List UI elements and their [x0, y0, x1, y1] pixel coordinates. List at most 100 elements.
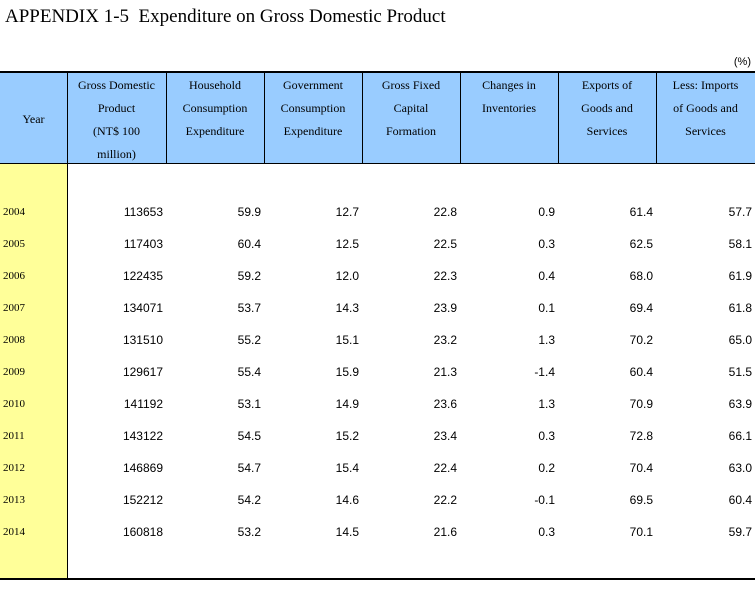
value-cell: 12.7: [335, 205, 359, 219]
value-cell: 143122: [122, 429, 163, 443]
value-cell: 14.3: [335, 301, 359, 315]
column-header: Year: [0, 73, 67, 163]
value-cell: 0.1: [538, 301, 555, 315]
value-cell: 15.4: [335, 461, 359, 475]
value-cell: 0.9: [538, 205, 555, 219]
column-divider: [67, 73, 68, 578]
value-cell: 113653: [123, 205, 163, 219]
value-cell: 122435: [122, 269, 163, 283]
year-cell: 2014: [3, 526, 25, 538]
column-header-line: Consumption: [280, 101, 346, 115]
year-cell: 2009: [3, 366, 25, 378]
column-header: Government Consumption Expenditure: [264, 73, 362, 163]
value-cell: 160818: [122, 525, 163, 539]
value-cell: 54.2: [237, 493, 261, 507]
value-cell: 63.9: [728, 397, 752, 411]
column-header-line: Consumption: [182, 101, 248, 115]
column-divider: [558, 73, 559, 163]
value-cell: 68.0: [629, 269, 653, 283]
value-cell: 141192: [123, 397, 163, 411]
value-cell: 22.5: [433, 237, 457, 251]
column-header-line: Goods and: [581, 101, 633, 115]
value-cell: 131510: [122, 333, 163, 347]
column-header-line: Expenditure: [283, 124, 343, 138]
column-header-line: Government: [283, 78, 343, 92]
column-header-line: Services: [586, 124, 628, 138]
value-cell: 65.0: [728, 333, 752, 347]
value-cell: 21.3: [433, 365, 457, 379]
column-divider: [362, 73, 363, 163]
value-cell: 0.3: [538, 237, 555, 251]
value-cell: 70.4: [629, 461, 653, 475]
year-column-background: [0, 164, 67, 578]
value-cell: 61.9: [728, 269, 752, 283]
column-header-line: Exports of: [581, 78, 633, 92]
value-cell: 0.2: [538, 461, 555, 475]
value-cell: 22.2: [433, 493, 457, 507]
value-cell: 59.2: [237, 269, 261, 283]
value-cell: 117403: [123, 237, 163, 251]
value-cell: 59.9: [237, 205, 261, 219]
column-header-line: Services: [685, 124, 726, 138]
value-cell: 70.9: [629, 397, 653, 411]
column-header-line: Formation: [386, 124, 436, 138]
value-cell: 70.2: [629, 333, 653, 347]
value-cell: 53.2: [237, 525, 261, 539]
value-cell: 12.5: [335, 237, 359, 251]
value-cell: 21.6: [433, 525, 457, 539]
value-cell: 62.5: [629, 237, 653, 251]
column-divider: [656, 73, 657, 163]
year-cell: 2010: [3, 398, 25, 410]
value-cell: 22.8: [433, 205, 457, 219]
value-cell: 23.4: [433, 429, 457, 443]
column-divider: [264, 73, 265, 163]
value-cell: 57.7: [728, 205, 752, 219]
year-cell: 2005: [3, 238, 25, 250]
table-header: Year Gross Domestic Product (NT$ 100 million…: [0, 73, 755, 163]
year-cell: 2011: [3, 430, 25, 442]
value-cell: 70.1: [629, 525, 653, 539]
value-cell: -1.4: [534, 365, 555, 379]
value-cell: 0.3: [538, 525, 555, 539]
value-cell: 15.9: [335, 365, 359, 379]
column-header-line: Expenditure: [185, 124, 245, 138]
value-cell: 59.7: [728, 525, 752, 539]
column-header: Household Consumption Expenditure: [166, 73, 264, 163]
column-header: Gross Fixed Capital Formation: [362, 73, 460, 163]
value-cell: 22.4: [433, 461, 457, 475]
column-header-line: Changes in: [482, 78, 536, 92]
value-cell: 66.1: [728, 429, 752, 443]
column-header-line: (NT$ 100: [93, 124, 140, 138]
year-cell: 2004: [3, 206, 25, 218]
value-cell: 0.3: [538, 429, 555, 443]
year-cell: 2007: [3, 302, 25, 314]
column-header-line: Inventories: [482, 101, 536, 115]
column-header-line: Gross Domestic: [78, 78, 155, 92]
value-cell: 60.4: [629, 365, 653, 379]
column-header-line: Year: [22, 112, 45, 126]
value-cell: 72.8: [629, 429, 653, 443]
year-cell: 2008: [3, 334, 25, 346]
value-cell: 61.4: [629, 205, 653, 219]
value-cell: 14.9: [335, 397, 359, 411]
value-cell: 55.2: [237, 333, 261, 347]
value-cell: 54.7: [237, 461, 261, 475]
header-bottom-rule: [0, 163, 755, 164]
value-cell: 1.3: [538, 333, 555, 347]
column-header: Less: Imports of Goods and Services: [656, 73, 755, 163]
table-bottom-rule: [0, 578, 755, 580]
value-cell: 53.7: [237, 301, 261, 315]
value-cell: 23.6: [433, 397, 457, 411]
value-cell: 61.8: [728, 301, 752, 315]
value-cell: 129617: [122, 365, 163, 379]
value-cell: 60.4: [728, 493, 752, 507]
column-divider: [460, 73, 461, 163]
column-header-line: Less: Imports: [672, 78, 739, 92]
column-header-line: Capital: [393, 101, 429, 115]
table-top-rule: [0, 71, 755, 73]
year-cell: 2006: [3, 270, 25, 282]
value-cell: 1.3: [538, 397, 555, 411]
unit-note: (%): [733, 56, 751, 68]
column-header: Gross Domestic Product (NT$ 100 million): [67, 73, 166, 163]
value-cell: 23.2: [433, 333, 457, 347]
